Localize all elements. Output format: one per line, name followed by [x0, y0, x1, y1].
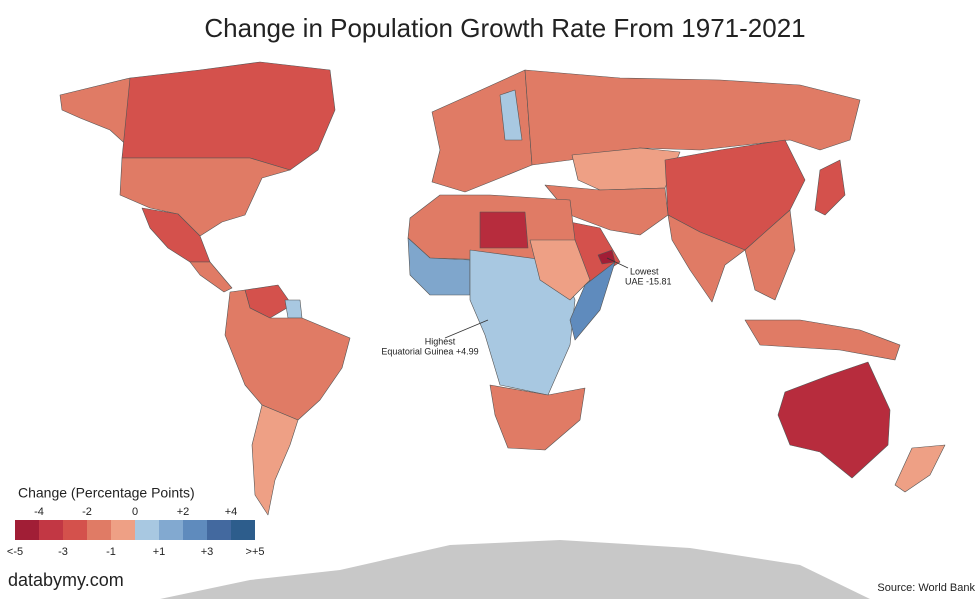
- japan: [814, 159, 846, 216]
- guianas: [284, 299, 303, 319]
- countries: [59, 61, 946, 599]
- legend-tick-label: +2: [177, 506, 190, 518]
- annotation-text: Equatorial Guinea +4.99: [381, 346, 478, 356]
- legend-tick-label: -1: [106, 546, 116, 558]
- southeast-asia: [744, 209, 796, 301]
- usa: [119, 157, 291, 237]
- antarctica: [160, 540, 870, 599]
- east-africa: [529, 239, 591, 301]
- new-zealand: [894, 444, 946, 493]
- legend-swatch: [111, 520, 135, 540]
- legend-swatch: [15, 520, 39, 540]
- legend-swatch: [183, 520, 207, 540]
- legend-swatch: [39, 520, 63, 540]
- russia: [524, 69, 861, 166]
- legend-tick-label: -4: [34, 506, 44, 518]
- libya: [479, 211, 529, 249]
- kazakhstan: [571, 147, 681, 191]
- legend-swatch: [63, 520, 87, 540]
- annotation-leader: [606, 257, 629, 269]
- australia: [777, 361, 891, 479]
- legend-title: Change (Percentage Points): [18, 485, 195, 501]
- scandinavia: [499, 89, 523, 141]
- source: Source: World Bank: [877, 582, 975, 594]
- southern-africa: [489, 384, 586, 451]
- annotation-text: UAE -15.81: [625, 276, 672, 286]
- somalia: [569, 261, 616, 341]
- watermark: databymy.com: [8, 570, 124, 590]
- legend-tick-label: +1: [153, 546, 166, 558]
- annotation-heading: Lowest: [630, 266, 659, 276]
- middle-east: [544, 184, 669, 236]
- canada: [121, 61, 336, 171]
- alaska: [59, 77, 133, 151]
- legend-swatch: [207, 520, 231, 540]
- india: [667, 214, 746, 303]
- map-title: Change in Population Growth Rate From 19…: [204, 13, 805, 43]
- legend-tick-label: 0: [132, 506, 138, 518]
- legend-swatch: [135, 520, 159, 540]
- indonesia: [744, 319, 901, 361]
- central-america: [189, 261, 233, 293]
- legend: Change (Percentage Points) <-5 -4 -3 -2 -1 0 +…: [7, 485, 265, 558]
- legend-tick-label: -2: [82, 506, 92, 518]
- legend-tick-label: +3: [201, 546, 214, 558]
- annotation-leader: [444, 319, 489, 339]
- legend-tick-label: <-5: [7, 546, 23, 558]
- legend-tick-label: -3: [58, 546, 68, 558]
- argentina: [251, 404, 299, 516]
- legend-swatch: [159, 520, 183, 540]
- legend-tick-label: +4: [225, 506, 238, 518]
- legend-swatch: [231, 520, 255, 540]
- legend-tick-label: >+5: [246, 546, 265, 558]
- annotation-heading: Highest: [425, 336, 456, 346]
- legend-swatch: [87, 520, 111, 540]
- south-america: [224, 289, 351, 421]
